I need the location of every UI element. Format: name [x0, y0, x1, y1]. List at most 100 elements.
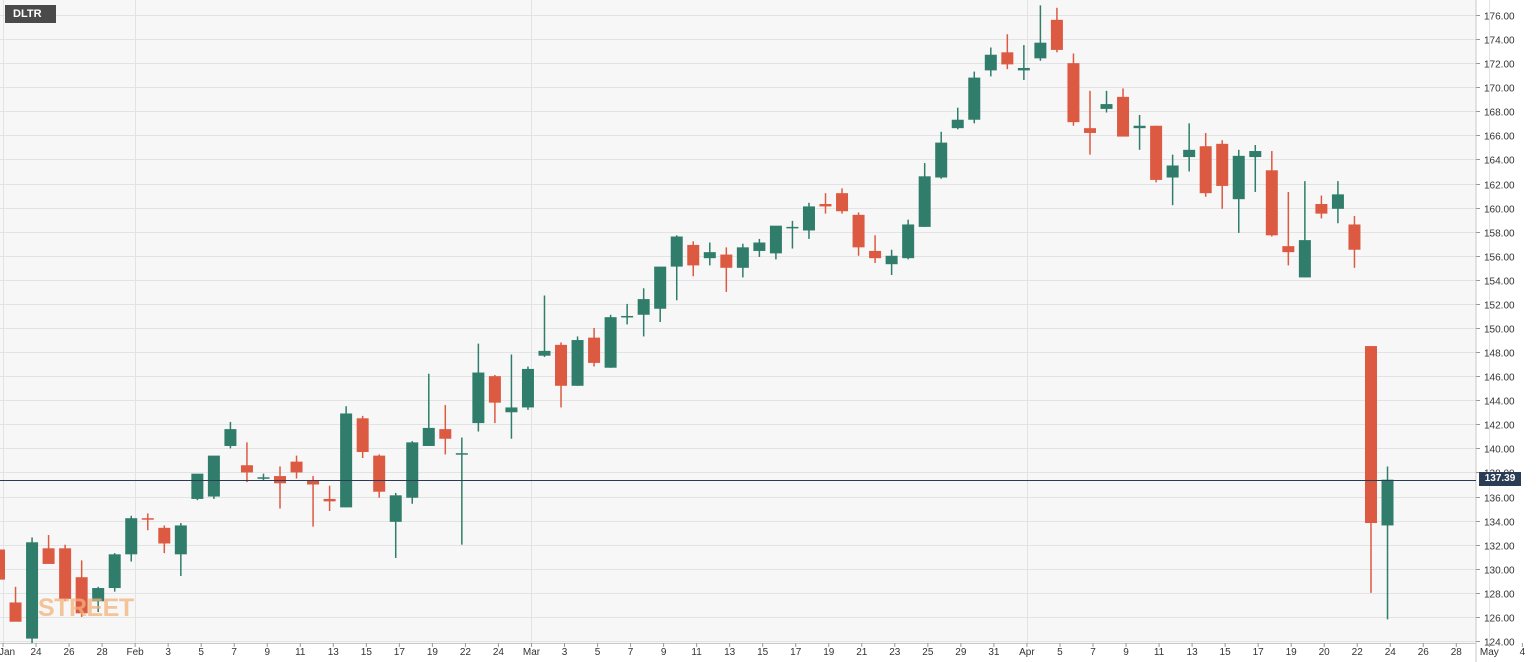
candle-body: [356, 418, 369, 452]
x-tick-label: 15: [1220, 647, 1232, 658]
candle: [670, 235, 683, 301]
candle-body: [59, 548, 72, 599]
x-tick-label: 5: [198, 647, 204, 658]
candle-body: [571, 340, 584, 386]
y-tick-label: 148.00: [1484, 349, 1515, 360]
candle: [1331, 181, 1344, 224]
candle-body: [802, 206, 815, 231]
candle-body: [1100, 104, 1113, 109]
candle-body: [1150, 125, 1163, 180]
x-tick-label: 29: [955, 647, 967, 658]
candle: [1001, 34, 1014, 70]
x-tick-label: 24: [30, 647, 42, 658]
candle: [1381, 466, 1394, 620]
candle: [125, 515, 138, 562]
x-tick-label: 17: [790, 647, 802, 658]
candle: [92, 586, 105, 613]
y-tick-label: 156.00: [1484, 253, 1515, 264]
y-tick-label: 174.00: [1484, 36, 1515, 47]
x-tick-label: 9: [264, 647, 270, 658]
candle-body: [307, 480, 320, 485]
candle-body: [935, 142, 948, 178]
candle: [902, 219, 915, 260]
candle-body: [621, 315, 634, 318]
candle: [1315, 195, 1328, 219]
candle-body: [1232, 155, 1245, 200]
ticker-label: DLTR: [5, 5, 56, 23]
candle-body: [769, 225, 782, 254]
candle-body: [240, 465, 253, 473]
candle-body: [0, 549, 5, 580]
candle-body: [1199, 146, 1212, 194]
candle-body: [1017, 67, 1030, 71]
candle-body: [422, 427, 435, 446]
candle-body: [637, 299, 650, 315]
x-tick-label: 3: [165, 647, 171, 658]
candle: [472, 343, 485, 432]
x-tick-label: 22: [1352, 647, 1364, 658]
candle-body: [786, 226, 799, 229]
candle-body: [588, 337, 601, 363]
y-tick-label: 166.00: [1484, 132, 1515, 143]
x-tick-label: 19: [427, 647, 439, 658]
x-tick-label: 23: [889, 647, 901, 658]
candle-body: [819, 204, 832, 207]
candle: [968, 71, 981, 124]
candle: [26, 537, 39, 644]
candle-body: [753, 242, 766, 251]
candle-body: [224, 429, 237, 446]
candle-body: [703, 252, 716, 259]
x-tick-label: 24: [1385, 647, 1397, 658]
candle: [488, 374, 501, 424]
candle: [836, 188, 849, 214]
candle-body: [158, 527, 171, 544]
x-tick-label: 28: [1451, 647, 1463, 658]
y-tick-label: 154.00: [1484, 277, 1515, 288]
x-tick-label: 26: [63, 647, 75, 658]
candle: [257, 473, 270, 481]
x-tick-label: 15: [757, 647, 769, 658]
candle-body: [951, 119, 964, 129]
candle-body: [174, 525, 187, 555]
x-axis: Jan 24 26 28 Feb 3 5 7 9 11 13 15 17 19 22 24 Mar 3 5 7 9 11 1…: [0, 643, 1526, 658]
x-tick-label: 28: [97, 647, 109, 658]
candle: [59, 544, 72, 602]
y-tick-label: 128.00: [1484, 590, 1515, 601]
y-tick-label: 140.00: [1484, 445, 1515, 456]
x-tick-label: Feb: [127, 647, 145, 658]
candle: [1265, 151, 1278, 237]
candle: [918, 163, 931, 227]
candle: [1133, 114, 1146, 150]
x-tick-label: 24: [493, 647, 505, 658]
x-tick-label: 31: [988, 647, 1000, 658]
candle-body: [968, 77, 981, 120]
y-tick-label: 172.00: [1484, 60, 1515, 71]
x-tick-label: 3: [562, 647, 568, 658]
candle-body: [439, 429, 452, 439]
x-tick-label: 7: [1090, 647, 1096, 658]
candle-body: [1001, 52, 1014, 65]
candle-body: [290, 461, 303, 473]
candle: [42, 535, 55, 564]
x-tick-label: 11: [691, 647, 702, 658]
y-tick-label: 126.00: [1484, 614, 1515, 625]
candle-body: [1216, 143, 1229, 186]
candle-body: [1364, 346, 1377, 524]
y-tick-label: 162.00: [1484, 181, 1515, 192]
x-tick-label: 15: [361, 647, 373, 658]
candle: [455, 437, 468, 545]
candle-body: [191, 473, 204, 499]
candle-body: [736, 247, 749, 268]
candle-body: [389, 495, 402, 522]
y-tick-label: 160.00: [1484, 205, 1515, 216]
candle: [786, 220, 799, 249]
candle-body: [687, 244, 700, 266]
candle: [802, 202, 815, 239]
y-tick-label: 150.00: [1484, 325, 1515, 336]
candle: [1282, 191, 1295, 266]
candle: [538, 295, 551, 357]
y-tick-label: 144.00: [1484, 397, 1515, 408]
candle-body: [1166, 165, 1179, 178]
x-tick-label: 13: [328, 647, 340, 658]
candle-body: [1183, 149, 1196, 158]
